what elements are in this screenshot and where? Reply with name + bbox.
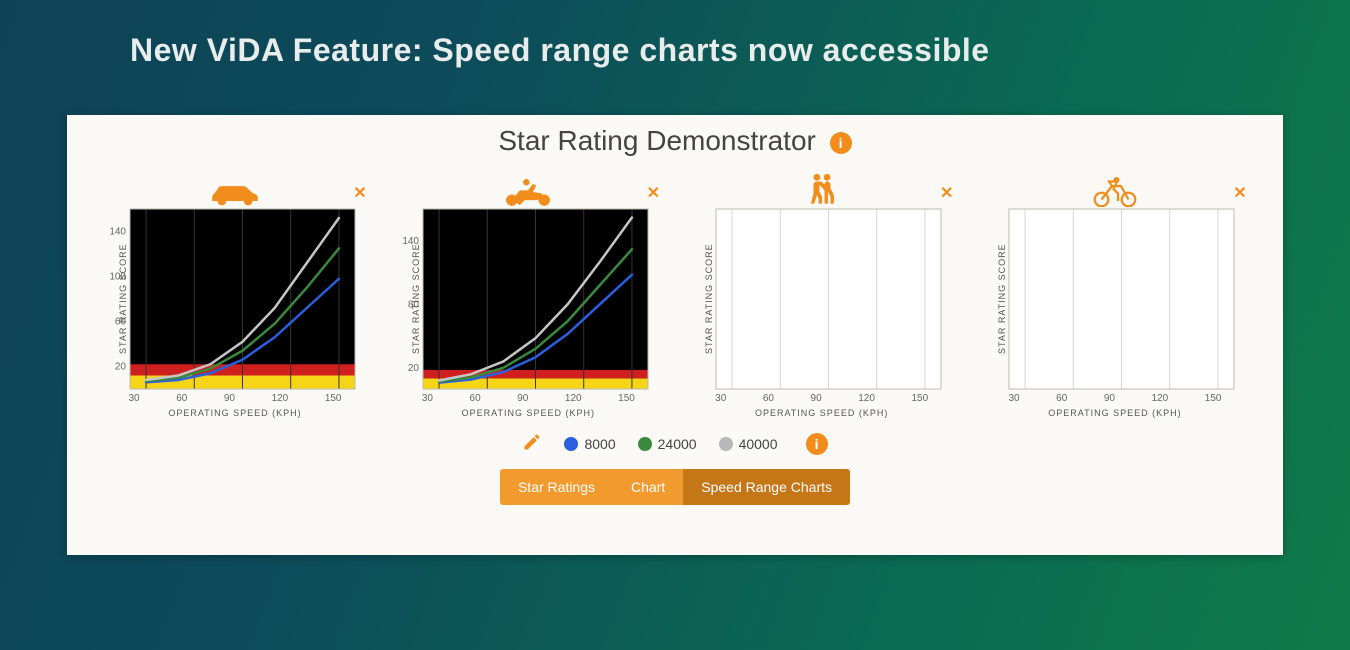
expand-icon[interactable]: ✕ [938, 183, 956, 201]
demonstrator-panel: Star Rating Demonstrator i ✕ STAR RATING … [67, 115, 1283, 555]
pedestrian-icon [808, 173, 836, 207]
y-axis-label: STAR RATING SCORE [702, 209, 716, 389]
y-axis-label: STAR RATING SCORE [995, 209, 1009, 389]
car-icon [207, 173, 263, 207]
bicycle-icon [1091, 173, 1139, 207]
legend-label: 24000 [658, 436, 697, 452]
info-icon[interactable]: i [830, 132, 852, 154]
legend-swatch [719, 437, 733, 451]
expand-icon[interactable]: ✕ [1231, 183, 1249, 201]
legend-swatch [564, 437, 578, 451]
edit-icon[interactable] [522, 432, 542, 455]
x-ticks: 306090120150 [416, 393, 641, 404]
legend: 8000 24000 40000 i [67, 432, 1283, 455]
x-axis-label: OPERATING SPEED (KPH) [1048, 408, 1181, 418]
expand-icon[interactable]: ✕ [351, 183, 369, 201]
charts-row: ✕STAR RATING SCORE2060100140306090120150… [67, 157, 1283, 418]
legend-info-icon[interactable]: i [806, 433, 828, 455]
tab-chart[interactable]: Chart [613, 469, 683, 505]
svg-text:20: 20 [114, 362, 126, 373]
plot-area [1009, 209, 1234, 389]
panel-title-text: Star Rating Demonstrator [498, 125, 815, 156]
tab-star-ratings[interactable]: Star Ratings [500, 469, 613, 505]
motorcycle-icon [502, 173, 554, 207]
legend-item: 8000 [564, 436, 615, 452]
legend-label: 40000 [739, 436, 778, 452]
svg-text:20: 20 [408, 363, 420, 374]
x-ticks: 306090120150 [123, 393, 348, 404]
x-axis-label: OPERATING SPEED (KPH) [755, 408, 888, 418]
page-title: New ViDA Feature: Speed range charts now… [0, 0, 1350, 69]
legend-label: 8000 [584, 436, 615, 452]
legend-swatch [638, 437, 652, 451]
chart-bicycle: ✕ STAR RATING SCORE 306090120150 OPERATING … [975, 173, 1255, 418]
x-axis-label: OPERATING SPEED (KPH) [168, 408, 301, 418]
chart-pedestrian: ✕ STAR RATING SCORE 306090120150 OPERATING … [682, 173, 962, 418]
svg-text:100: 100 [109, 272, 126, 283]
tabs: Star RatingsChartSpeed Range Charts [67, 469, 1283, 505]
tab-speed-range-charts[interactable]: Speed Range Charts [683, 469, 850, 505]
legend-item: 24000 [638, 436, 697, 452]
legend-items: 8000 24000 40000 [564, 436, 777, 452]
x-axis-label: OPERATING SPEED (KPH) [462, 408, 595, 418]
legend-item: 40000 [719, 436, 778, 452]
panel-title: Star Rating Demonstrator i [67, 115, 1283, 157]
plot-area: 2080140 [423, 209, 648, 389]
svg-text:80: 80 [408, 299, 420, 310]
svg-text:140: 140 [402, 236, 419, 247]
plot-area [716, 209, 941, 389]
svg-text:140: 140 [109, 227, 126, 238]
x-ticks: 306090120150 [709, 393, 934, 404]
expand-icon[interactable]: ✕ [644, 183, 662, 201]
plot-area: 2060100140 [130, 209, 355, 389]
svg-text:60: 60 [114, 317, 126, 328]
chart-car: ✕STAR RATING SCORE2060100140306090120150… [95, 173, 375, 418]
chart-motorcycle: ✕STAR RATING SCORE2080140306090120150OPE… [388, 173, 668, 418]
x-ticks: 306090120150 [1002, 393, 1227, 404]
